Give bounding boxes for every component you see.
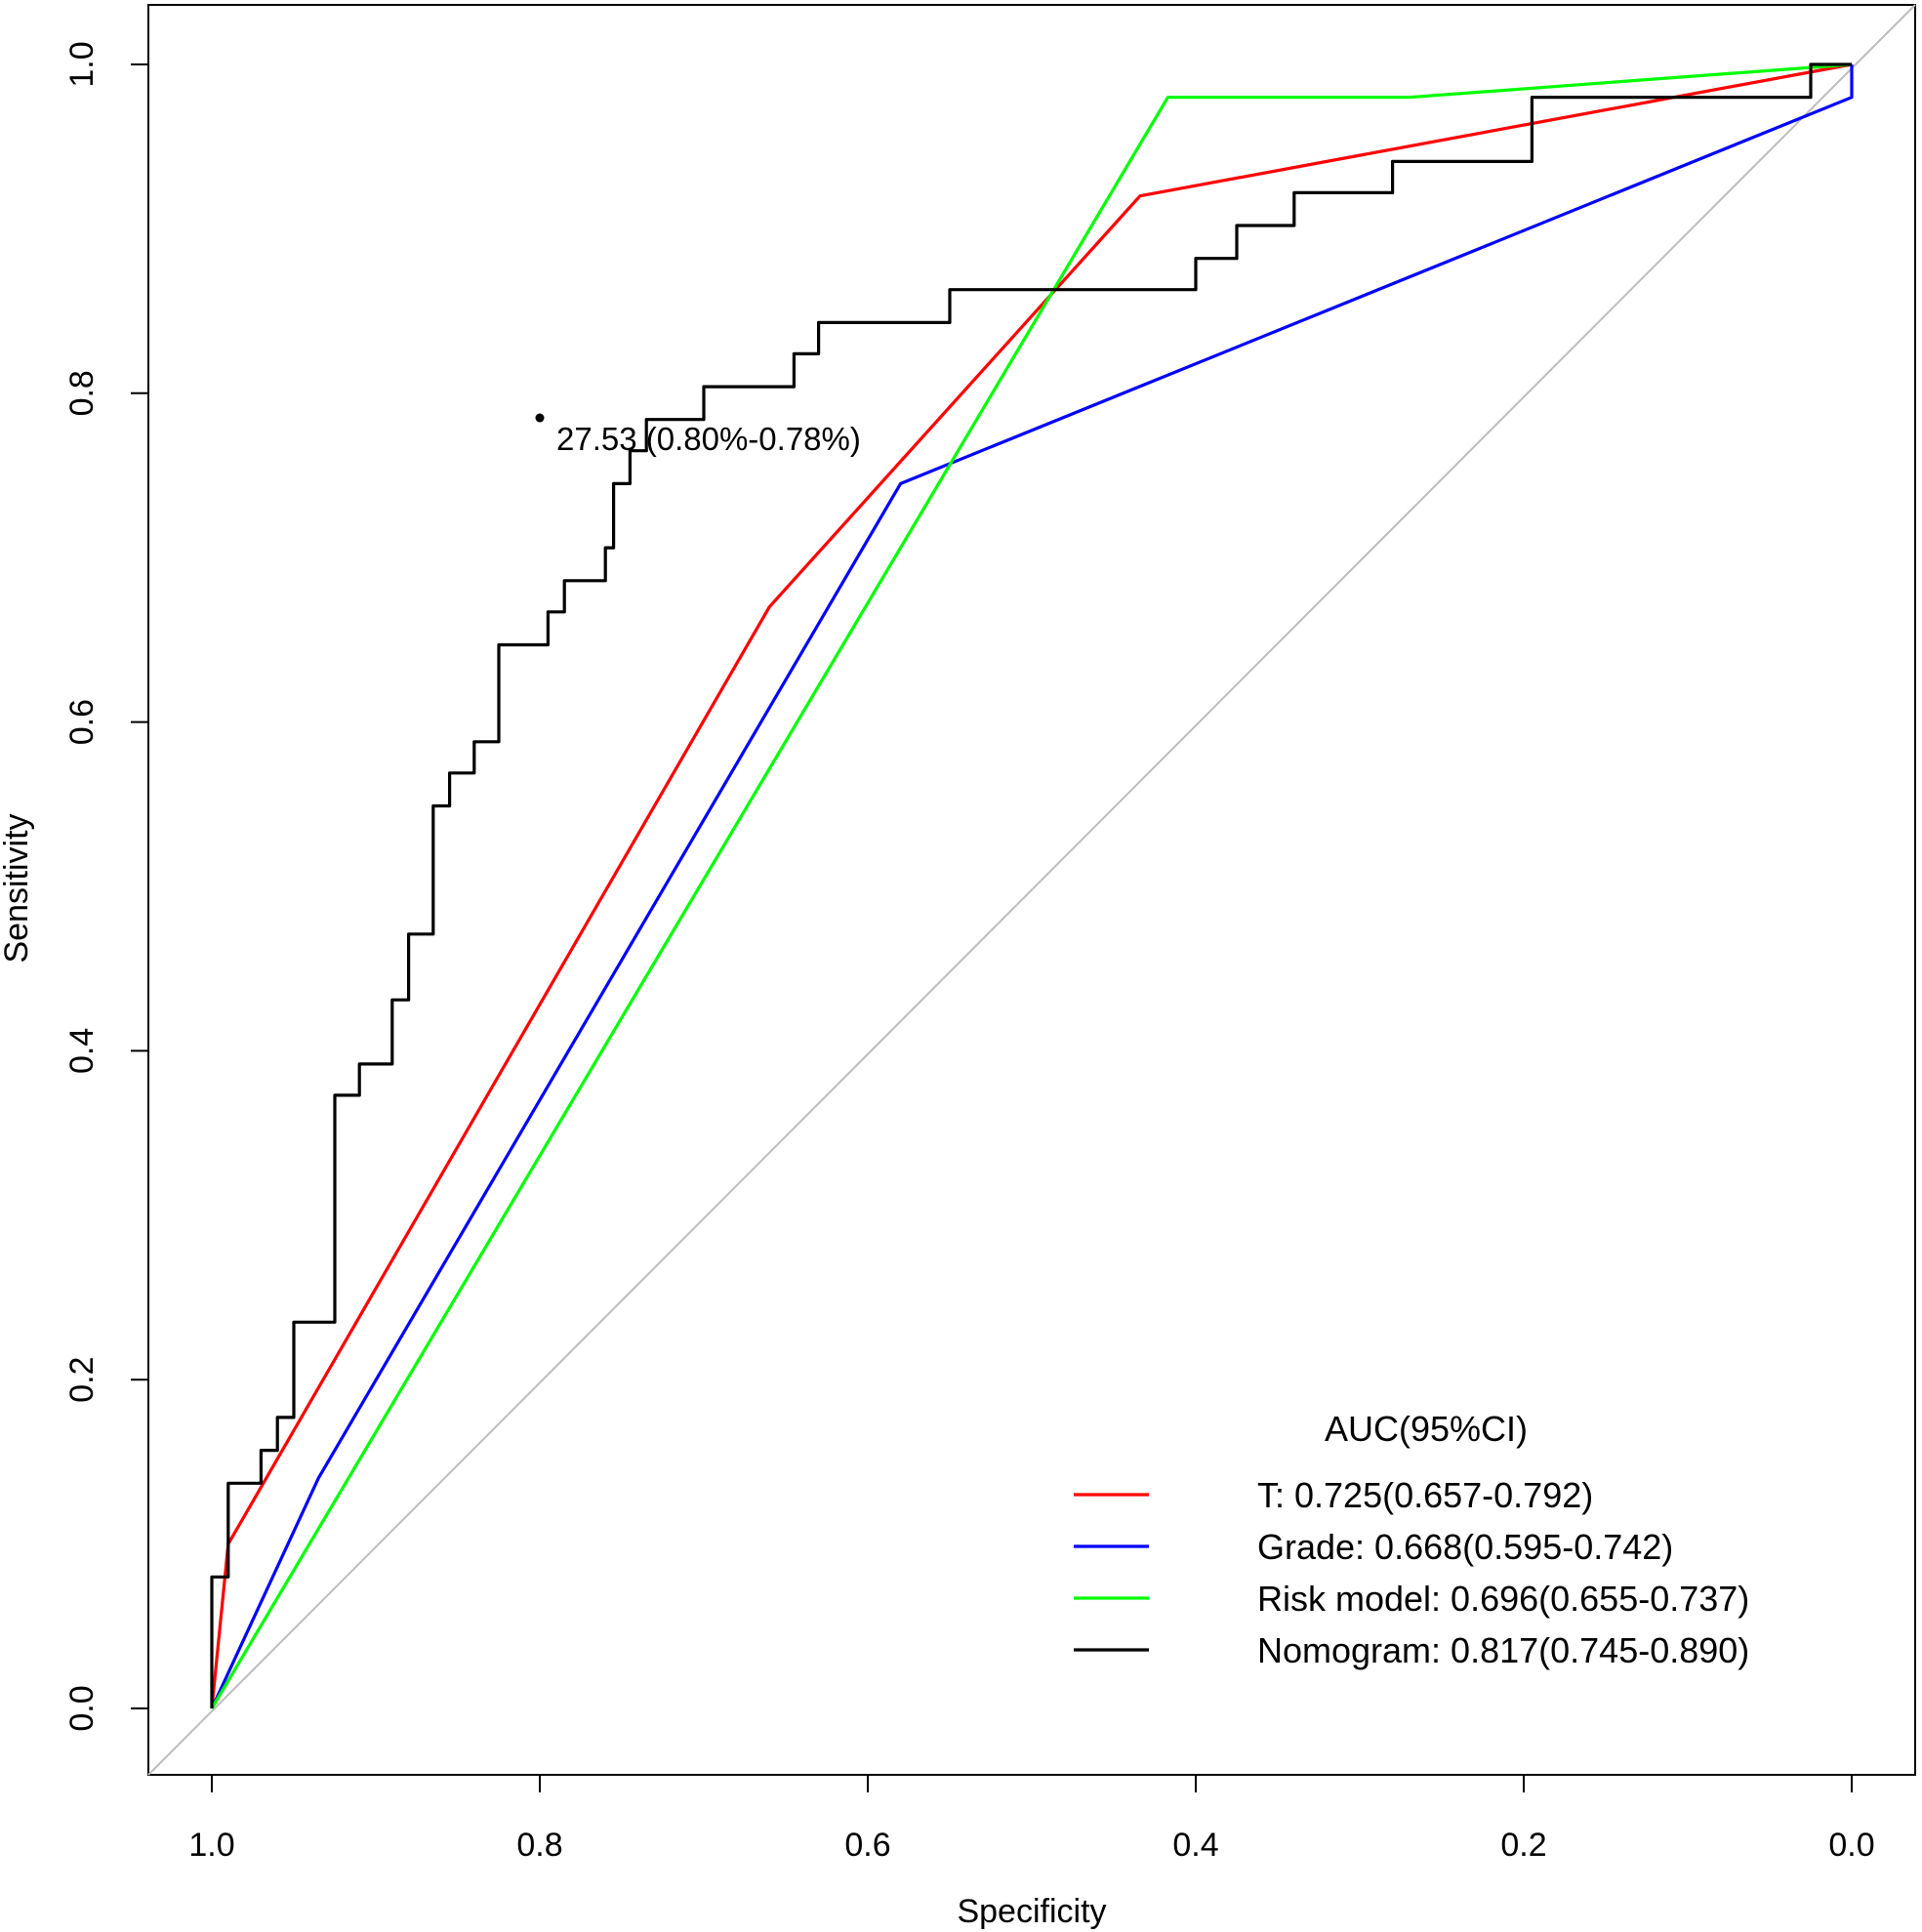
- x-tick-label: 0.4: [1172, 1827, 1218, 1864]
- y-tick-label: 0.6: [63, 699, 101, 745]
- series-line-t: [210, 62, 1853, 1709]
- x-tick-label: 0.2: [1500, 1827, 1546, 1864]
- y-axis-title: Sensitivity: [0, 813, 35, 963]
- legend-label-grade: Grade: 0.668(0.595-0.742): [1257, 1527, 1673, 1567]
- optimal-cutoff-point: [535, 413, 545, 423]
- x-tick-label: 0.6: [844, 1827, 890, 1864]
- legend-label-risk-model: Risk model: 0.696(0.655-0.737): [1257, 1579, 1749, 1619]
- reference-diagonal: [147, 4, 1916, 1776]
- series-line-grade: [210, 64, 1854, 1709]
- y-tick-label: 1.0: [63, 41, 101, 87]
- y-tick-label: 0.2: [63, 1357, 101, 1403]
- series-line-nomogram: [210, 62, 1852, 1708]
- optimal-cutoff-label: 27.53 (0.80%-0.78%): [556, 421, 861, 457]
- x-tick-label: 0.8: [516, 1827, 562, 1864]
- y-tick-label: 0.0: [63, 1685, 101, 1731]
- legend: T: 0.725(0.657-0.792) Grade: 0.668(0.595-…: [1074, 1475, 1749, 1670]
- legend-label-nomogram: Nomogram: 0.817(0.745-0.890): [1257, 1630, 1749, 1670]
- y-tick-label: 0.8: [63, 370, 101, 416]
- x-axis-title: Specificity: [957, 1893, 1106, 1930]
- y-tick-label: 0.4: [63, 1028, 101, 1074]
- legend-title: AUC(95%CI): [1325, 1409, 1528, 1449]
- series-line-risk-model: [210, 62, 1853, 1709]
- x-tick-label: 0.0: [1828, 1827, 1874, 1864]
- x-tick-label: 1.0: [188, 1827, 234, 1864]
- legend-label-t: T: 0.725(0.657-0.792): [1257, 1475, 1593, 1515]
